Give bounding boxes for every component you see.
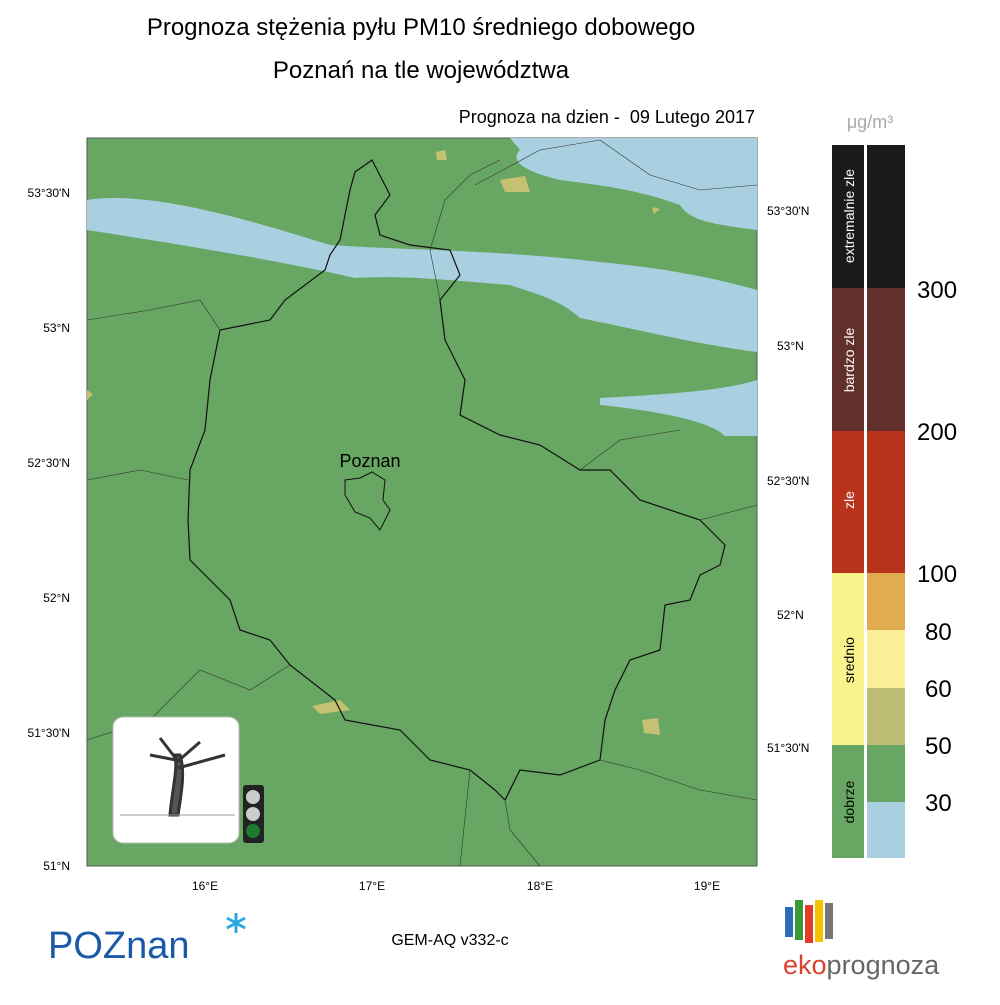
- graticule-labels: 53°30'N 53°N 52°30'N 52°N 51°30'N 51°N 5…: [28, 186, 810, 893]
- lat-label: 53°30'N: [767, 204, 809, 218]
- lat-label: 51°30'N: [28, 726, 70, 740]
- lon-label: 16°E: [192, 879, 218, 893]
- lat-label: 52°N: [777, 608, 804, 622]
- category-label: extremalnie zle: [841, 169, 857, 263]
- lon-label: 17°E: [359, 879, 385, 893]
- lat-label: 53°N: [43, 321, 70, 335]
- logo-ekoprognoza-icon: [785, 900, 833, 943]
- category-label: zle: [841, 491, 857, 509]
- category-label: bardzo zle: [841, 327, 857, 392]
- subtitle: Poznań na tle województwa: [273, 57, 570, 84]
- logo-part: prognoza: [827, 950, 941, 980]
- legend: μg/m³ extremalnie zle bardzo zle zle sre…: [832, 112, 957, 858]
- unit: μg/m³: [847, 112, 893, 132]
- logo-poznan: POZnan: [48, 925, 190, 967]
- scale-label: 30: [925, 790, 952, 817]
- model-label: GEM-AQ v332-c: [391, 932, 508, 949]
- lat-label: 51°30'N: [767, 741, 809, 755]
- scale-label: 50: [925, 733, 952, 760]
- lat-label: 52°30'N: [28, 456, 70, 470]
- map: Poznan: [86, 137, 758, 867]
- logo-ekoprognoza: ekoprognoza: [783, 950, 940, 980]
- category-label: srednio: [841, 637, 857, 683]
- forecast-date: Prognoza na dzien - 09 Lutego 2017: [459, 107, 755, 127]
- scale-label: 200: [917, 419, 957, 446]
- city-label: Poznan: [339, 451, 400, 471]
- scale-label: 100: [917, 561, 957, 588]
- lon-label: 18°E: [527, 879, 553, 893]
- lat-label: 51°N: [43, 859, 70, 873]
- lon-label: 19°E: [694, 879, 720, 893]
- scale-label: 80: [925, 619, 952, 646]
- scale-label: 300: [917, 277, 957, 304]
- category-label: dobrze: [841, 780, 857, 823]
- lat-label: 53°N: [777, 339, 804, 353]
- logo-part: eko: [783, 950, 827, 980]
- lat-label: 53°30'N: [28, 186, 70, 200]
- title: Prognoza stężenia pyłu PM10 średniego do…: [147, 14, 695, 41]
- lat-label: 52°N: [43, 591, 70, 605]
- scale-label: 60: [925, 676, 952, 703]
- lat-label: 52°30'N: [767, 474, 809, 488]
